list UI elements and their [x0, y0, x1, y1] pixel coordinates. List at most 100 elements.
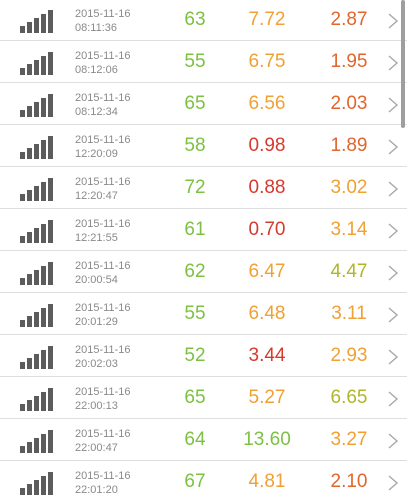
download-value: 13.60 [243, 429, 291, 450]
upload-value: 6.65 [330, 387, 368, 408]
chevron-right-icon [388, 433, 399, 449]
chevron-right-icon [388, 391, 399, 407]
signal-strength-icon [20, 94, 53, 117]
list-item[interactable]: 2015-11-16 08:11:36 63 7.72 2.87 [0, 0, 407, 41]
chevron-right-icon [388, 265, 399, 281]
chevron-right-icon [388, 97, 399, 113]
ping-value: 65 [184, 387, 206, 408]
ping-value: 67 [184, 471, 206, 492]
ping-value: 52 [184, 345, 206, 366]
list-item[interactable]: 2015-11-16 22:00:13 65 5.27 6.65 [0, 378, 407, 419]
download-value: 4.81 [248, 471, 286, 492]
timestamp-date: 2015-11-16 [75, 176, 131, 188]
timestamp-time: 22:01:20 [75, 484, 118, 496]
download-value: 5.27 [248, 387, 286, 408]
signal-strength-icon [20, 178, 53, 201]
list-item[interactable]: 2015-11-16 12:21:55 61 0.70 3.14 [0, 210, 407, 251]
ping-value: 63 [184, 9, 206, 30]
timestamp: 2015-11-16 20:01:29 [75, 301, 155, 329]
upload-value: 3.27 [330, 429, 368, 450]
list-item[interactable]: 2015-11-16 08:12:06 55 6.75 1.95 [0, 42, 407, 83]
chevron-right-icon [388, 13, 399, 29]
timestamp: 2015-11-16 22:01:20 [75, 469, 155, 497]
ping-value: 62 [184, 261, 206, 282]
timestamp-time: 08:12:34 [75, 106, 118, 118]
timestamp-time: 20:02:03 [75, 358, 118, 370]
signal-strength-icon [20, 136, 53, 159]
download-value: 6.56 [248, 93, 286, 114]
signal-strength-icon [20, 220, 53, 243]
ping-value: 58 [184, 135, 206, 156]
timestamp: 2015-11-16 20:02:03 [75, 343, 155, 371]
timestamp: 2015-11-16 12:21:55 [75, 217, 155, 245]
signal-strength-icon [20, 430, 53, 453]
signal-strength-icon [20, 10, 53, 33]
timestamp-time: 08:11:36 [75, 22, 118, 34]
download-value: 3.44 [248, 345, 286, 366]
timestamp-time: 20:01:29 [75, 316, 118, 328]
upload-value: 2.87 [330, 9, 368, 30]
timestamp-time: 08:12:06 [75, 64, 118, 76]
ping-value: 61 [184, 219, 206, 240]
download-value: 0.70 [248, 219, 286, 240]
list-item[interactable]: 2015-11-16 20:02:03 52 3.44 2.93 [0, 336, 407, 377]
timestamp-date: 2015-11-16 [75, 428, 131, 440]
ping-value: 55 [184, 51, 206, 72]
list-item[interactable]: 2015-11-16 12:20:09 58 0.98 1.89 [0, 126, 407, 167]
list-item[interactable]: 2015-11-16 20:01:29 55 6.48 3.11 [0, 294, 407, 335]
chevron-right-icon [388, 55, 399, 71]
signal-strength-icon [20, 388, 53, 411]
download-value: 6.48 [248, 303, 286, 324]
timestamp-time: 12:20:09 [75, 148, 118, 160]
ping-value: 72 [184, 177, 206, 198]
timestamp: 2015-11-16 20:00:54 [75, 259, 155, 287]
upload-value: 4.47 [330, 261, 368, 282]
upload-value: 1.95 [330, 51, 368, 72]
upload-value: 1.89 [330, 135, 368, 156]
chevron-right-icon [388, 223, 399, 239]
chevron-right-icon [388, 475, 399, 491]
timestamp: 2015-11-16 08:12:34 [75, 91, 155, 119]
timestamp-date: 2015-11-16 [75, 92, 131, 104]
signal-strength-icon [20, 346, 53, 369]
chevron-right-icon [388, 349, 399, 365]
signal-strength-icon [20, 262, 53, 285]
upload-value: 2.93 [330, 345, 368, 366]
timestamp-time: 12:20:47 [75, 190, 118, 202]
upload-value: 3.14 [330, 219, 368, 240]
download-value: 7.72 [248, 9, 286, 30]
timestamp-time: 22:00:13 [75, 400, 118, 412]
timestamp-time: 12:21:55 [75, 232, 118, 244]
list-item[interactable]: 2015-11-16 12:20:47 72 0.88 3.02 [0, 168, 407, 209]
timestamp-time: 22:00:47 [75, 442, 118, 454]
timestamp: 2015-11-16 12:20:09 [75, 133, 155, 161]
timestamp-date: 2015-11-16 [75, 302, 131, 314]
timestamp-date: 2015-11-16 [75, 50, 131, 62]
ping-value: 64 [184, 429, 206, 450]
timestamp-date: 2015-11-16 [75, 218, 131, 230]
timestamp-date: 2015-11-16 [75, 344, 131, 356]
list-item[interactable]: 2015-11-16 22:01:20 67 4.81 2.10 [0, 462, 407, 500]
scrollbar[interactable] [401, 0, 405, 128]
upload-value: 3.11 [331, 303, 367, 324]
timestamp-date: 2015-11-16 [75, 386, 131, 398]
upload-value: 2.03 [330, 93, 368, 114]
list-item[interactable]: 2015-11-16 22:00:47 64 13.60 3.27 [0, 420, 407, 461]
download-value: 6.75 [248, 51, 286, 72]
signal-strength-icon [20, 472, 53, 495]
timestamp: 2015-11-16 22:00:13 [75, 385, 155, 413]
list-item[interactable]: 2015-11-16 08:12:34 65 6.56 2.03 [0, 84, 407, 125]
ping-value: 55 [184, 303, 206, 324]
timestamp: 2015-11-16 08:11:36 [75, 7, 155, 35]
timestamp: 2015-11-16 08:12:06 [75, 49, 155, 77]
ping-value: 65 [184, 93, 206, 114]
timestamp: 2015-11-16 12:20:47 [75, 175, 155, 203]
download-value: 0.98 [248, 135, 286, 156]
timestamp-date: 2015-11-16 [75, 470, 131, 482]
chevron-right-icon [388, 181, 399, 197]
upload-value: 3.02 [330, 177, 368, 198]
download-value: 6.47 [248, 261, 286, 282]
list-item[interactable]: 2015-11-16 20:00:54 62 6.47 4.47 [0, 252, 407, 293]
timestamp-time: 20:00:54 [75, 274, 118, 286]
